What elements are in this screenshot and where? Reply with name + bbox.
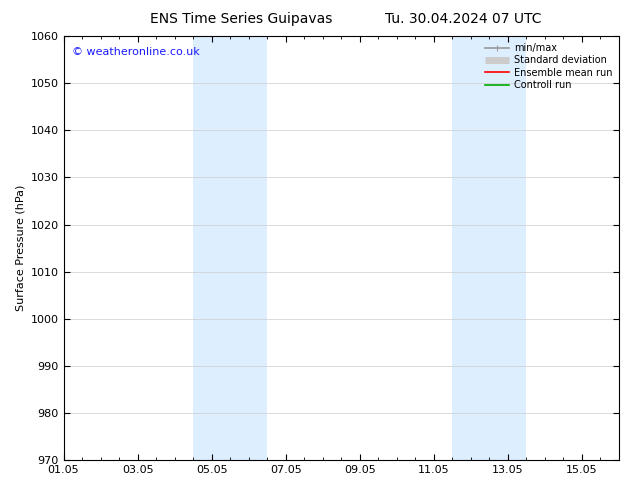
Bar <box>453 36 526 460</box>
Bar <box>193 36 267 460</box>
Text: ENS Time Series Guipavas: ENS Time Series Guipavas <box>150 12 332 26</box>
Y-axis label: Surface Pressure (hPa): Surface Pressure (hPa) <box>15 185 25 311</box>
Text: © weatheronline.co.uk: © weatheronline.co.uk <box>72 47 200 57</box>
Legend: min/max, Standard deviation, Ensemble mean run, Controll run: min/max, Standard deviation, Ensemble me… <box>481 39 616 94</box>
Text: Tu. 30.04.2024 07 UTC: Tu. 30.04.2024 07 UTC <box>385 12 541 26</box>
